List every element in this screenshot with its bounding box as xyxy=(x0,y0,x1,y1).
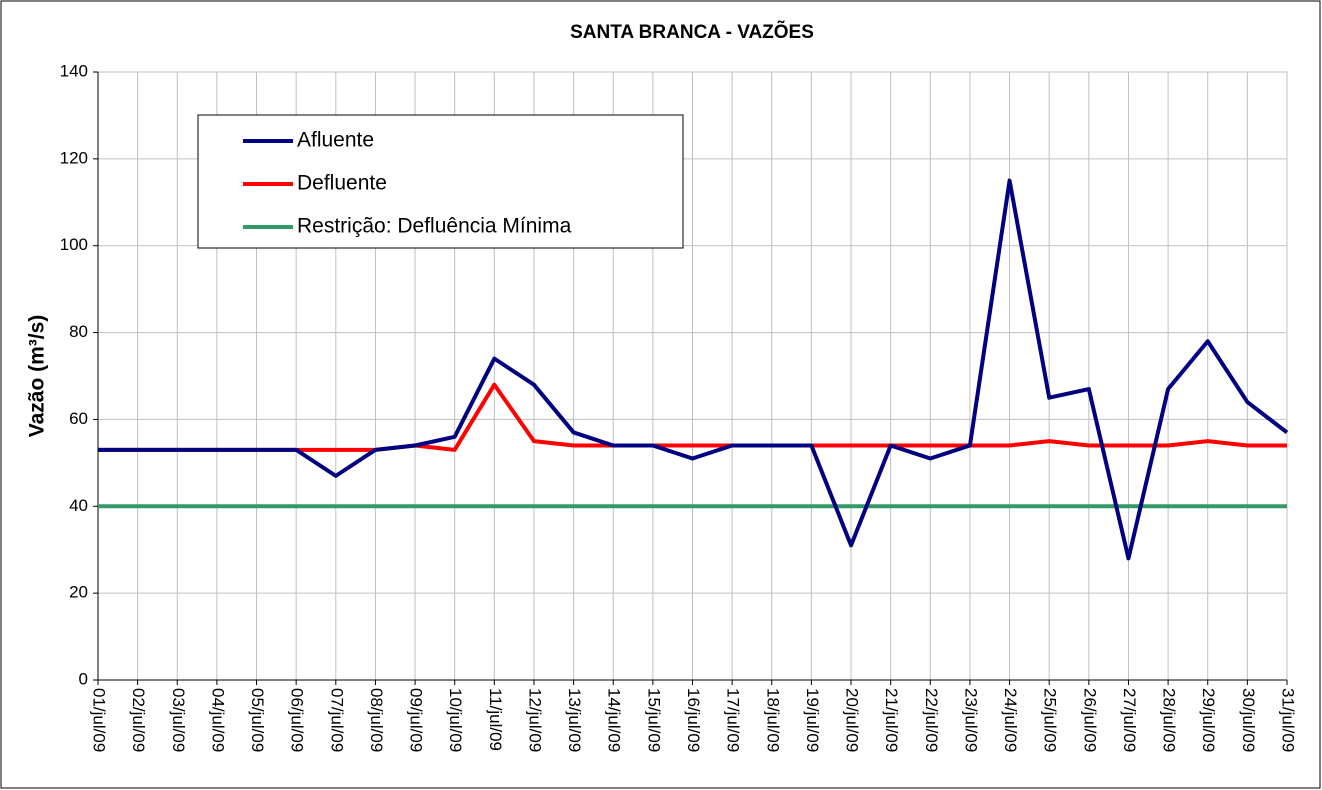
x-tick-label: 15/jul/09 xyxy=(644,688,663,752)
x-tick-label: 31/jul/09 xyxy=(1279,688,1298,752)
x-tick-label: 04/jul/09 xyxy=(208,688,227,752)
series-line xyxy=(98,178,1289,561)
x-tick-label: 22/jul/09 xyxy=(922,688,941,752)
x-tick-label: 23/jul/09 xyxy=(961,688,980,752)
x-tick-label: 07/jul/09 xyxy=(327,688,346,752)
x-tick-label: 10/jul/09 xyxy=(446,688,465,752)
y-axis-label: Vazão (m³/s) xyxy=(26,315,49,438)
y-tick-label: 60 xyxy=(69,409,88,428)
x-tick-label: 26/jul/09 xyxy=(1080,688,1099,752)
x-tick-label: 02/jul/09 xyxy=(129,688,148,752)
y-tick-label: 0 xyxy=(79,669,88,688)
x-tick-label: 09/jul/09 xyxy=(407,688,426,752)
y-tick-label: 20 xyxy=(69,583,88,602)
y-tick-label: 140 xyxy=(60,61,88,80)
x-tick-label: 27/jul/09 xyxy=(1120,688,1139,752)
x-tick-label: 06/jul/09 xyxy=(288,688,307,752)
y-tick-label: 120 xyxy=(60,148,88,167)
legend-label: Restrição: Defluência Mínima xyxy=(297,215,572,238)
x-tick-label: 12/jul/09 xyxy=(525,688,544,752)
x-tick-label: 03/jul/09 xyxy=(169,688,188,752)
x-tick-label: 08/jul/09 xyxy=(367,688,386,752)
x-tick-label: 24/jul/09 xyxy=(1001,688,1020,752)
legend-box xyxy=(197,114,684,249)
x-tick-label: 01/jul/09 xyxy=(90,688,109,752)
x-tick-label: 13/jul/09 xyxy=(565,688,584,752)
legend-label: Defluente xyxy=(297,172,387,195)
x-tick-label: 11/jul/09 xyxy=(486,688,505,751)
x-tick-label: 29/jul/09 xyxy=(1199,688,1218,752)
x-tick-label: 05/jul/09 xyxy=(248,688,267,752)
y-tick-label: 80 xyxy=(69,322,88,341)
legend-label: Afluente xyxy=(297,129,374,152)
y-tick-label: 40 xyxy=(69,496,88,515)
chart-title: SANTA BRANCA - VAZÕES xyxy=(570,21,814,43)
x-tick-label: 20/jul/09 xyxy=(843,688,862,752)
x-tick-label: 28/jul/09 xyxy=(1160,688,1179,752)
x-tick-label: 16/jul/09 xyxy=(684,688,703,752)
x-tick-label: 30/jul/09 xyxy=(1239,688,1258,752)
x-tick-label: 25/jul/09 xyxy=(1041,688,1060,752)
y-tick-label: 100 xyxy=(60,235,88,254)
x-tick-label: 21/jul/09 xyxy=(882,688,901,752)
x-tick-label: 18/jul/09 xyxy=(763,688,782,752)
x-tick-label: 17/jul/09 xyxy=(724,688,743,752)
x-tick-label: 19/jul/09 xyxy=(803,688,822,752)
x-tick-label: 14/jul/09 xyxy=(605,688,624,752)
